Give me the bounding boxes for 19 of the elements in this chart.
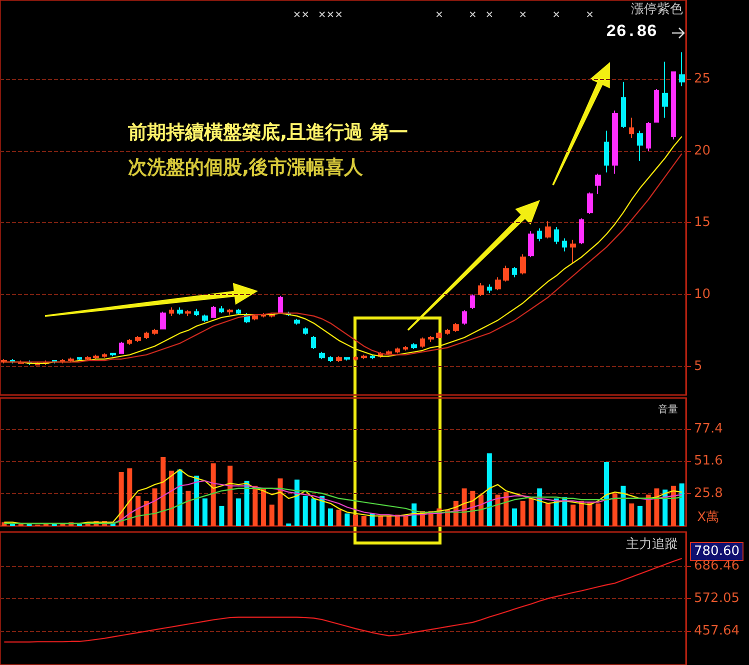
chart-title: 主力追蹤: [626, 536, 678, 552]
y-tick-label: 5: [694, 358, 702, 374]
y-tick-label: 572.05: [694, 590, 740, 606]
annotation: 前期持續橫盤築底,且進行過 第一: [127, 122, 408, 144]
y-axis-title: X萬: [697, 510, 719, 525]
y-tick-label: 686.46: [694, 558, 740, 574]
annotation: 次洗盤的個股,後市漲幅喜人: [128, 156, 364, 178]
y-tick-label: 51.6: [694, 454, 723, 469]
y-tick-label: 20: [694, 143, 711, 158]
annotation: 漲停紫色: [631, 2, 683, 17]
y-tick-label: 457.64: [694, 624, 740, 638]
annotation: 26.86: [606, 23, 658, 42]
y-tick-label: 25.8: [694, 486, 723, 502]
text: 音量: [658, 404, 678, 416]
y-tick-label: 77.4: [694, 421, 723, 436]
y-tick-label: 10: [694, 286, 711, 302]
y-tick-label: 15: [694, 215, 711, 230]
y-tick-label: 25: [694, 72, 711, 86]
text: 780.60: [694, 544, 740, 559]
